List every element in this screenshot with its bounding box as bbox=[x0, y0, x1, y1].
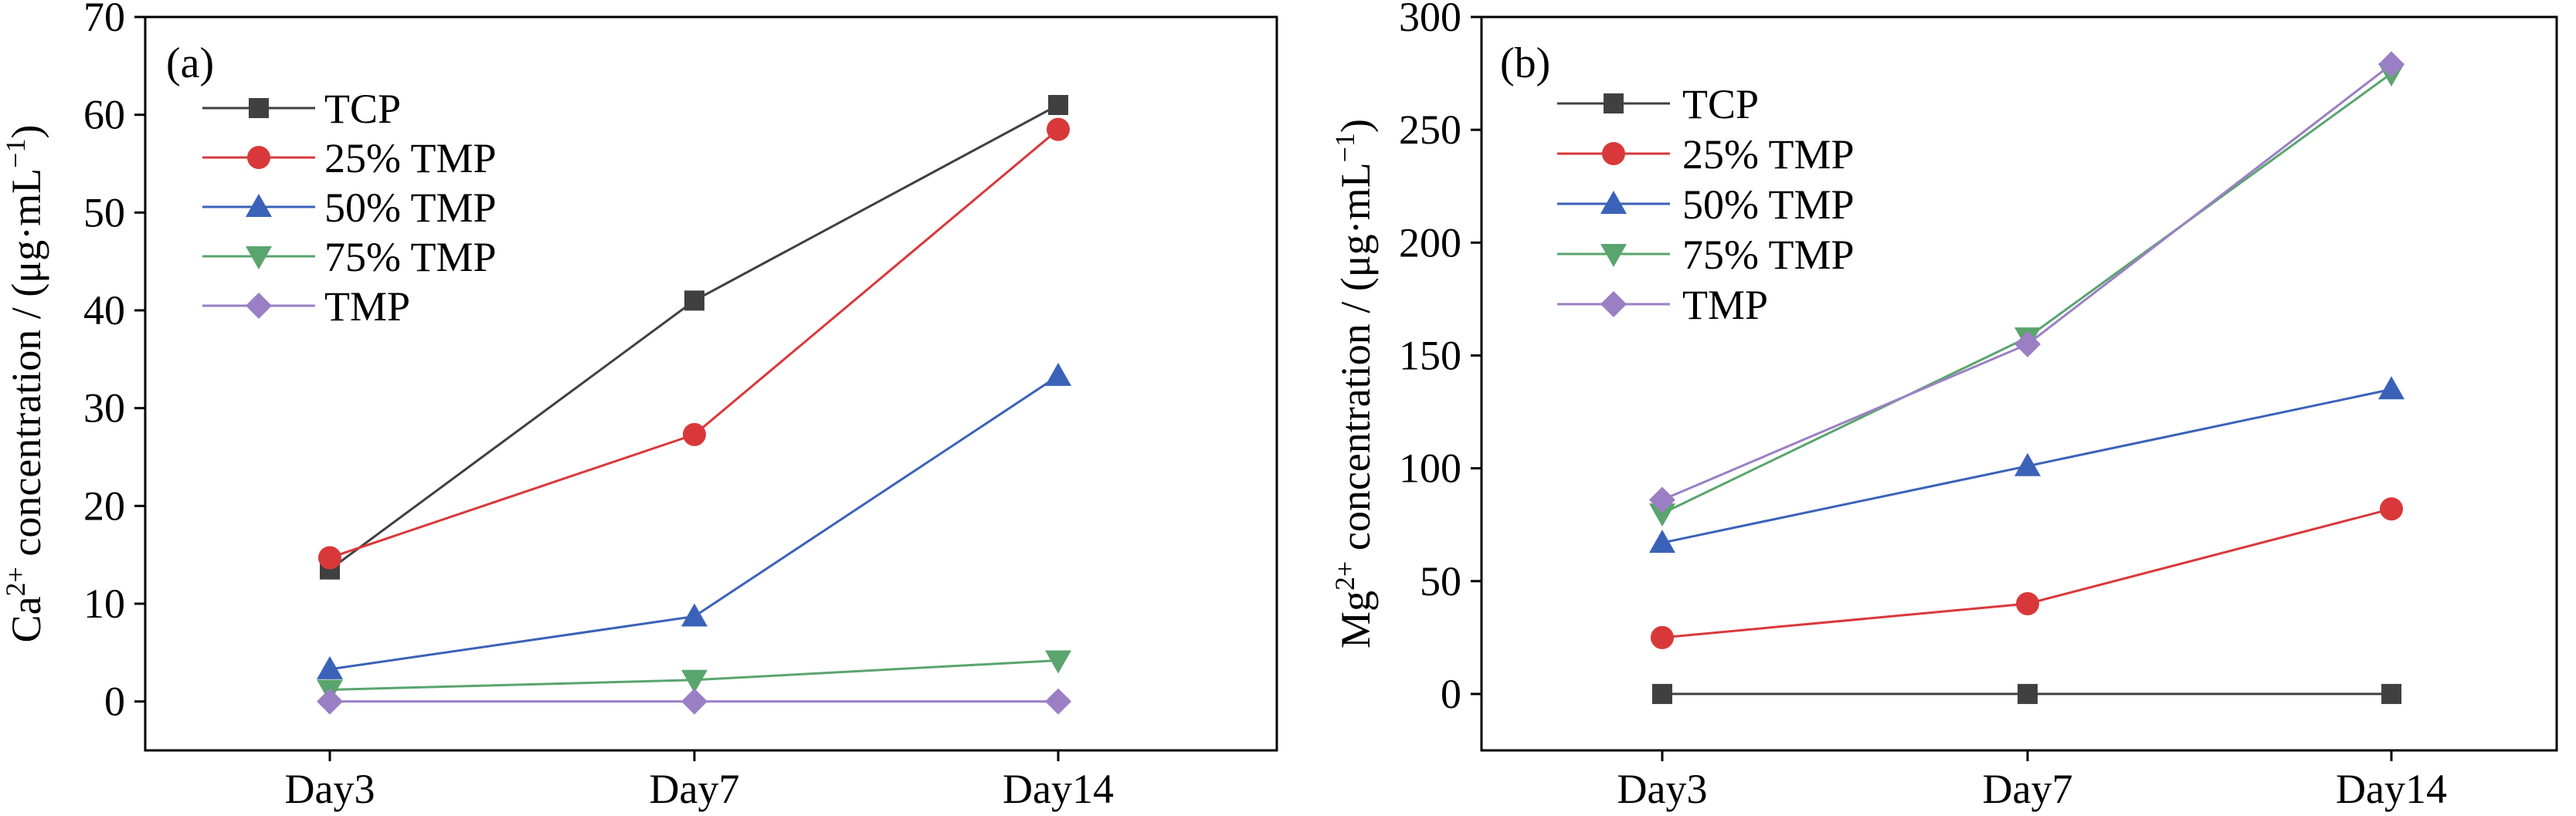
x-tick-label: Day7 bbox=[650, 766, 740, 812]
legend-marker bbox=[246, 293, 272, 319]
legend-label: 25% TMP bbox=[1682, 131, 1855, 178]
x-tick-label: Day7 bbox=[1983, 766, 2073, 812]
x-tick-label: Day3 bbox=[285, 766, 375, 812]
y-axis-title: Ca2+ concentration / (μg·mL−1) bbox=[0, 125, 49, 643]
y-axis-title: Mg2+ concentration / (μg·mL−1) bbox=[1329, 119, 1379, 648]
legend-marker bbox=[1602, 142, 1625, 165]
panel-label: (a) bbox=[166, 39, 214, 87]
y-tick-label: 40 bbox=[83, 287, 125, 334]
y-tick-label: 100 bbox=[1399, 445, 1461, 492]
legend-marker bbox=[246, 246, 272, 269]
y-tick-label: 30 bbox=[83, 385, 125, 432]
y-tick-label: 60 bbox=[83, 92, 125, 138]
data-point bbox=[1649, 503, 1675, 527]
x-tick-label: Day3 bbox=[1617, 766, 1708, 812]
data-point bbox=[318, 546, 341, 570]
chart-panel-b: 0 50 100 150 200 250 300 Day3 Day7 Day14 Mg2+ conc… bbox=[1329, 0, 2558, 812]
legend-marker bbox=[1600, 191, 1627, 214]
legend-marker bbox=[249, 98, 269, 118]
x-tick-label: Day14 bbox=[1003, 766, 1114, 812]
legend-label: TMP bbox=[324, 283, 410, 330]
plot-frame bbox=[1480, 15, 2558, 752]
data-point bbox=[317, 655, 343, 679]
data-point bbox=[2014, 330, 2041, 357]
data-point bbox=[681, 688, 708, 715]
legend-label: 75% TMP bbox=[1682, 232, 1855, 278]
data-point bbox=[684, 290, 704, 311]
legend-label: TCP bbox=[1682, 81, 1759, 127]
data-point bbox=[1652, 683, 1672, 704]
data-point bbox=[2016, 592, 2039, 615]
series-line bbox=[1661, 507, 2392, 639]
data-point bbox=[1045, 362, 1071, 386]
y-tick-label: 70 bbox=[83, 0, 125, 40]
data-point bbox=[683, 422, 706, 446]
data-point bbox=[1649, 486, 1675, 513]
legend-label: 50% TMP bbox=[324, 185, 497, 231]
chart-panel-a: 0 10 20 30 40 50 60 70 Day3 Day7 Day14 Ca2+ concent… bbox=[0, 0, 1278, 812]
y-tick-label: 200 bbox=[1399, 219, 1461, 266]
data-point bbox=[2381, 683, 2401, 704]
legend-label: TMP bbox=[1682, 282, 1768, 328]
y-tick-label: 150 bbox=[1399, 332, 1461, 378]
data-point bbox=[2018, 683, 2038, 704]
legend-marker bbox=[1604, 93, 1624, 113]
data-point bbox=[2014, 452, 2041, 476]
data-point bbox=[681, 603, 708, 627]
legend-label: 25% TMP bbox=[324, 135, 497, 181]
data-point bbox=[2378, 376, 2405, 400]
y-tick-label: 50 bbox=[83, 189, 125, 235]
legend-label: 75% TMP bbox=[324, 234, 497, 280]
data-point bbox=[1048, 95, 1068, 115]
data-point bbox=[681, 669, 708, 693]
data-point bbox=[2378, 51, 2405, 78]
panel-label: (b) bbox=[1500, 39, 1550, 87]
series-line bbox=[1661, 63, 2392, 501]
y-tick-label: 50 bbox=[1420, 558, 1461, 604]
legend-marker bbox=[1600, 291, 1627, 317]
legend-marker bbox=[247, 146, 270, 169]
data-point bbox=[2380, 497, 2403, 521]
data-point bbox=[1651, 625, 1674, 649]
data-point bbox=[1649, 530, 1675, 554]
y-tick-label: 0 bbox=[1441, 671, 1461, 717]
legend-label: TCP bbox=[324, 86, 401, 132]
y-tick-label: 250 bbox=[1399, 107, 1461, 153]
y-tick-label: 300 bbox=[1399, 0, 1461, 40]
x-tick-label: Day14 bbox=[2336, 766, 2447, 812]
plot-frame bbox=[144, 15, 1278, 752]
data-point bbox=[1045, 688, 1071, 715]
legend-marker bbox=[246, 194, 272, 217]
y-tick-label: 0 bbox=[104, 679, 125, 725]
data-point bbox=[1047, 117, 1070, 141]
legend-label: 50% TMP bbox=[1682, 181, 1855, 228]
legend-marker bbox=[1600, 244, 1627, 267]
data-point bbox=[317, 688, 343, 715]
y-tick-label: 10 bbox=[83, 581, 125, 627]
data-point bbox=[1045, 650, 1071, 674]
y-tick-label: 20 bbox=[83, 482, 125, 529]
